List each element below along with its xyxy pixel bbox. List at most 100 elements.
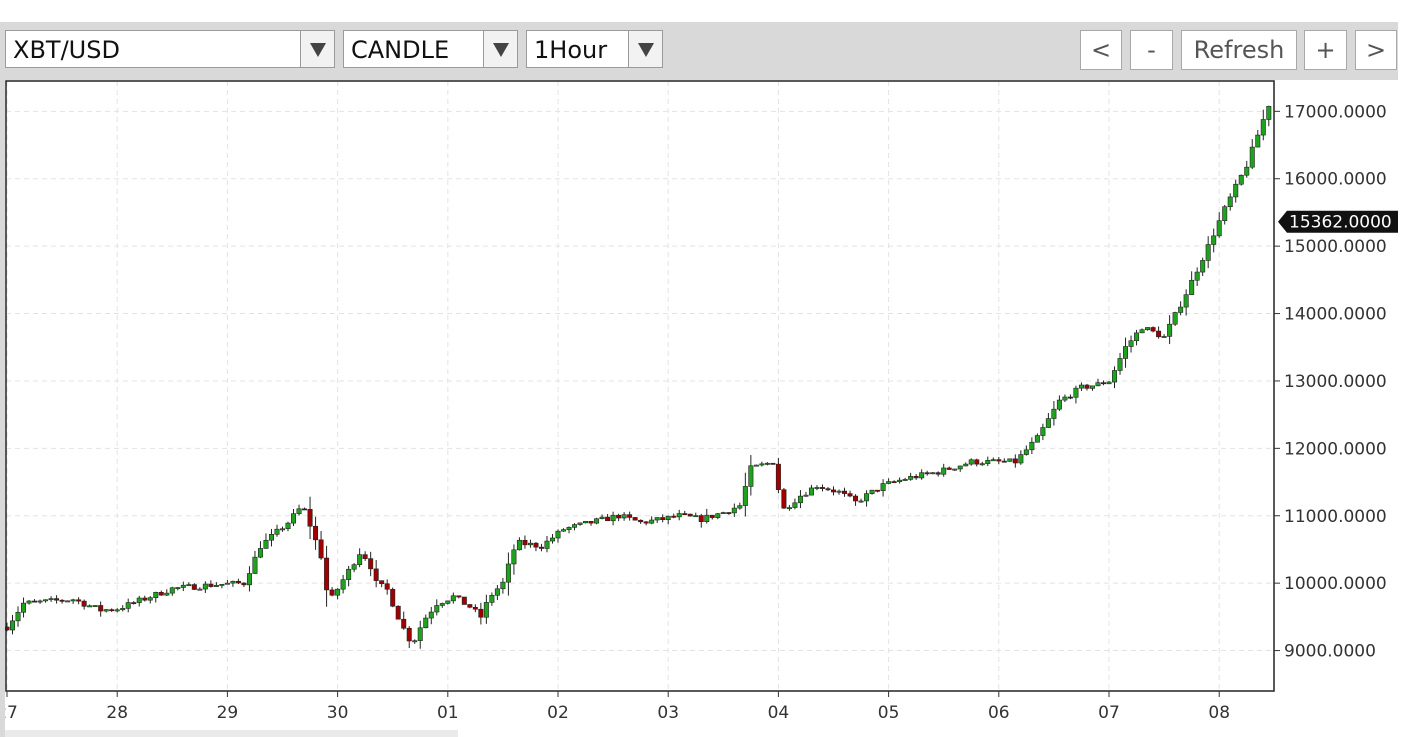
- candle-body: [175, 587, 181, 589]
- candle-body: [445, 600, 451, 604]
- x-tick-label: 27: [5, 703, 18, 723]
- candle-body: [191, 584, 197, 590]
- candle-body: [693, 515, 699, 518]
- candle-body: [230, 580, 236, 584]
- candle-body: [753, 464, 759, 467]
- candle-body: [1067, 396, 1073, 399]
- candle-body: [186, 584, 192, 587]
- candle-body: [1167, 323, 1173, 337]
- pair-dropdown-arrow-icon[interactable]: [300, 31, 334, 67]
- candle-body: [324, 557, 330, 591]
- candle-body: [1244, 166, 1250, 176]
- candle-body: [803, 494, 809, 497]
- candle-body: [384, 583, 390, 590]
- candle-body: [1001, 460, 1007, 463]
- candle-body: [737, 505, 743, 509]
- candle-body: [830, 489, 836, 493]
- candle-body: [368, 558, 374, 570]
- candle-body: [1172, 312, 1178, 325]
- candle-body: [588, 520, 594, 524]
- candle-body: [379, 580, 385, 585]
- candle-body: [638, 519, 644, 523]
- candle-body: [279, 528, 285, 531]
- prev-button[interactable]: <: [1080, 30, 1122, 70]
- candle-body: [373, 568, 379, 581]
- candle-body: [285, 522, 291, 530]
- zoom-out-button[interactable]: -: [1130, 30, 1173, 70]
- candle-body: [423, 617, 429, 629]
- candle-body: [1183, 294, 1189, 308]
- candle-body: [478, 608, 484, 618]
- candle-body: [819, 487, 825, 489]
- candle-body: [1007, 458, 1013, 462]
- candle-body: [1150, 327, 1156, 332]
- candle-body: [235, 580, 241, 584]
- candle-body: [814, 487, 820, 489]
- candle-body: [853, 495, 859, 502]
- plot-area-border: [5, 80, 1275, 692]
- candle-body: [1200, 260, 1206, 273]
- zoom-in-button[interactable]: +: [1304, 30, 1347, 70]
- candle-body: [930, 472, 936, 475]
- candle-body: [858, 500, 864, 503]
- candle-body: [43, 599, 49, 602]
- interval-select[interactable]: 1Hour: [526, 30, 663, 68]
- candle-body: [654, 517, 660, 521]
- candle-body: [32, 600, 38, 603]
- x-tick-label: 02: [547, 703, 569, 723]
- candle-body: [494, 588, 500, 596]
- candle-body: [1100, 382, 1106, 385]
- candle-body: [21, 602, 27, 613]
- chart-type-dropdown-arrow-icon[interactable]: [483, 31, 517, 67]
- candle-body: [847, 493, 853, 497]
- candle-body: [252, 556, 258, 574]
- candle-body: [142, 597, 148, 601]
- candle-body: [533, 542, 539, 548]
- candle-body: [263, 539, 269, 549]
- footer-strip: [5, 730, 458, 737]
- candle-body: [10, 620, 16, 631]
- y-tick-label: 9000.0000: [1284, 642, 1376, 662]
- candle-body: [131, 602, 137, 605]
- candle-body: [1106, 381, 1112, 385]
- next-button[interactable]: >: [1355, 30, 1397, 70]
- candle-body: [428, 611, 434, 619]
- candle-body: [836, 490, 842, 493]
- candle-body: [561, 529, 567, 532]
- candle-body: [224, 582, 230, 585]
- candle-body: [439, 603, 445, 606]
- candle-body: [1238, 174, 1244, 185]
- candle-body: [897, 479, 903, 482]
- candle-body: [15, 611, 21, 622]
- candle-body: [76, 599, 82, 602]
- candle-body: [1205, 244, 1211, 261]
- candle-body: [963, 463, 969, 467]
- candle-body: [946, 467, 952, 470]
- candlestick-chart[interactable]: 9000.0000 10000.0000 11000.0000 12000.0000 1…: [5, 80, 1398, 737]
- interval-dropdown-arrow-icon[interactable]: [628, 31, 662, 67]
- candle-body: [715, 513, 721, 518]
- chart-type-select[interactable]: CANDLE: [343, 30, 518, 68]
- pair-select[interactable]: XBT/USD: [5, 30, 335, 68]
- candle-body: [1051, 408, 1057, 419]
- chart-type-select-value: CANDLE: [351, 36, 450, 64]
- candle-body: [1123, 346, 1129, 359]
- candle-body: [1089, 385, 1095, 389]
- candle-body: [511, 549, 517, 565]
- x-tick-label: 01: [437, 703, 459, 723]
- candle-body: [489, 595, 495, 603]
- candle-body: [5, 626, 10, 631]
- candle-body: [158, 592, 164, 596]
- pair-select-value: XBT/USD: [13, 36, 120, 64]
- candle-body: [886, 481, 892, 484]
- candle-body: [296, 508, 302, 514]
- candle-body: [1134, 332, 1140, 342]
- chart-panel: 9000.0000 10000.0000 11000.0000 12000.0000 1…: [5, 80, 1398, 737]
- candle-body: [1216, 220, 1222, 237]
- refresh-button[interactable]: Refresh: [1181, 30, 1297, 70]
- candle-body: [70, 599, 76, 602]
- candle-body: [59, 599, 65, 602]
- candle-body: [1266, 106, 1272, 120]
- candle-body: [291, 513, 297, 524]
- candle-body: [197, 588, 203, 591]
